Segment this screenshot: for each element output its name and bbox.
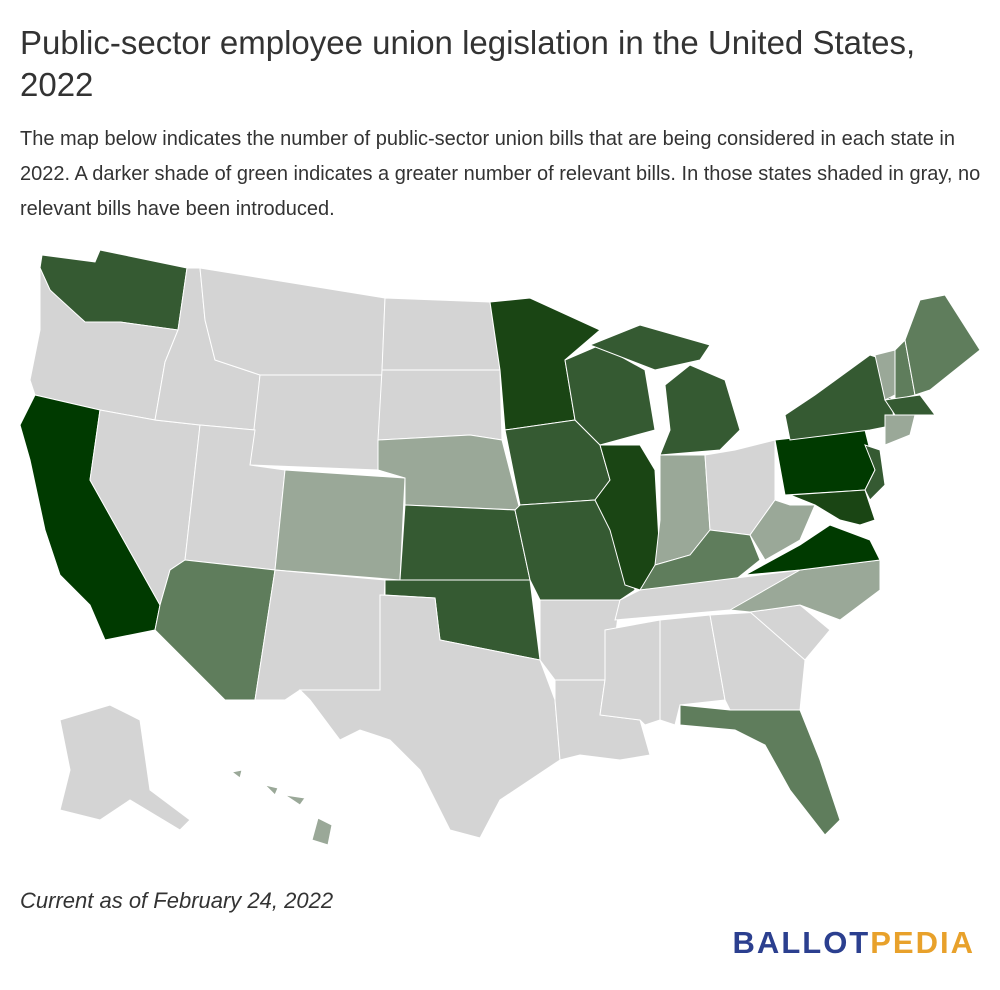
state: [594, 444, 661, 591]
state: [284, 794, 306, 806]
state: [254, 569, 386, 701]
us-map: [19, 249, 981, 846]
state: [230, 769, 243, 779]
state: [399, 504, 531, 581]
logo: BALLOTPEDIA: [733, 925, 975, 961]
state: [59, 704, 191, 831]
state: [199, 267, 386, 376]
state: [789, 489, 876, 526]
state: [904, 294, 981, 396]
logo-part: BALLOT: [732, 925, 871, 960]
state: [588, 324, 711, 371]
state: [744, 524, 881, 576]
state: [599, 619, 661, 726]
state: [381, 297, 501, 371]
state: [249, 374, 383, 471]
subtitle: The map below indicates the number of pu…: [20, 128, 981, 220]
state: [154, 559, 276, 701]
footnote: Current as of February 24, 2022: [20, 888, 334, 913]
state: [864, 444, 886, 501]
state: [679, 704, 841, 836]
state: [311, 817, 333, 846]
state: [263, 784, 279, 796]
state: [377, 369, 503, 441]
state: [884, 414, 916, 446]
state: [274, 469, 406, 581]
state: [298, 594, 561, 839]
state: [884, 394, 936, 416]
title: Public-sector employee union legislation…: [20, 24, 916, 103]
state: [659, 364, 741, 456]
logo-part: PEDIA: [870, 925, 975, 960]
